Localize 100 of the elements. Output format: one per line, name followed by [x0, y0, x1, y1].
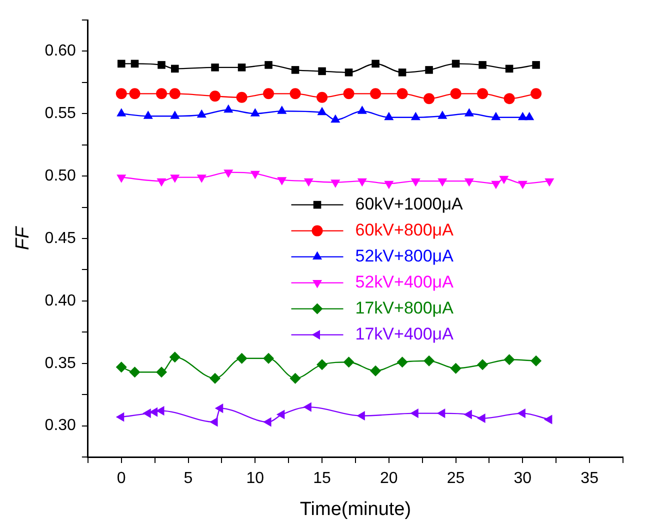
y-tick-label: 0.50 [44, 167, 76, 184]
point [290, 88, 301, 100]
point [129, 88, 140, 100]
point [517, 408, 526, 418]
x-axis-title: Time(minute) [300, 498, 412, 520]
point [156, 406, 164, 416]
point [116, 174, 126, 183]
point [396, 356, 408, 368]
legend-label: 52kV+800μA [355, 246, 454, 266]
point [263, 352, 274, 364]
point [424, 355, 435, 366]
point [303, 402, 312, 412]
point [142, 408, 151, 418]
point [410, 112, 420, 120]
point [438, 110, 448, 119]
point [156, 366, 168, 378]
point [398, 68, 406, 76]
x-tick-label: 10 [246, 470, 264, 488]
point [396, 88, 408, 100]
point [263, 417, 272, 427]
point [304, 178, 314, 187]
point [264, 61, 272, 69]
point [425, 66, 433, 74]
point [384, 112, 394, 120]
point [236, 92, 248, 103]
point [250, 108, 260, 116]
point [210, 372, 221, 384]
point [170, 174, 180, 183]
point [505, 64, 514, 73]
point [317, 106, 327, 116]
point [316, 92, 328, 103]
point [277, 177, 287, 186]
point [116, 362, 127, 373]
point [343, 356, 354, 368]
point [116, 108, 126, 116]
point [491, 180, 501, 190]
legend-label: 60kV+800μA [355, 220, 454, 240]
point [263, 88, 274, 100]
x-tick-label: 20 [380, 470, 398, 488]
legend-label: 52kV+400μA [355, 272, 454, 292]
y-tick-label: 0.60 [44, 42, 76, 60]
point [504, 93, 515, 104]
point [343, 88, 354, 100]
legend-label: 17kV+400μA [355, 324, 454, 344]
point [238, 64, 246, 72]
legend-label: 60kV+1000μA [355, 194, 464, 214]
point [450, 362, 462, 374]
point [450, 88, 462, 100]
point [344, 68, 353, 76]
point [370, 88, 382, 100]
y-tick-label: 0.45 [44, 230, 76, 247]
point [544, 178, 554, 187]
point [372, 60, 380, 68]
point [357, 106, 367, 114]
point [477, 359, 488, 370]
point [357, 178, 367, 187]
point [129, 366, 140, 378]
x-tick-label: 30 [514, 470, 532, 488]
point [116, 412, 124, 422]
point [452, 60, 460, 68]
point [170, 110, 180, 119]
x-tick-label: 15 [313, 470, 332, 488]
point [530, 355, 542, 366]
point [491, 112, 501, 120]
x-tick-label: 25 [446, 470, 465, 488]
point [330, 114, 340, 123]
point [290, 372, 301, 384]
point [250, 170, 260, 180]
point [436, 408, 446, 418]
point [236, 352, 248, 364]
x-tick-label: 0 [116, 470, 126, 488]
point [210, 90, 221, 102]
point [356, 411, 365, 421]
point [291, 66, 300, 74]
point [117, 60, 126, 68]
point [214, 404, 224, 414]
point [169, 88, 180, 100]
point [330, 180, 340, 188]
point [158, 61, 166, 69]
point [504, 354, 515, 366]
point [156, 88, 168, 100]
point [149, 407, 158, 417]
point [477, 414, 486, 424]
point [196, 109, 206, 118]
point [424, 93, 435, 104]
point [143, 110, 153, 119]
point [464, 410, 472, 420]
point [156, 178, 166, 187]
point [499, 176, 509, 184]
point [210, 417, 218, 427]
y-tick-label: 0.40 [44, 292, 76, 310]
y-tick-label: 0.35 [44, 354, 76, 372]
legend-label: 17kV+800μA [355, 298, 454, 318]
point [224, 170, 234, 178]
point [464, 178, 474, 187]
point [438, 178, 448, 187]
point [464, 108, 474, 116]
point [524, 112, 534, 120]
point [276, 410, 285, 420]
x-tick-label: 35 [580, 470, 599, 488]
